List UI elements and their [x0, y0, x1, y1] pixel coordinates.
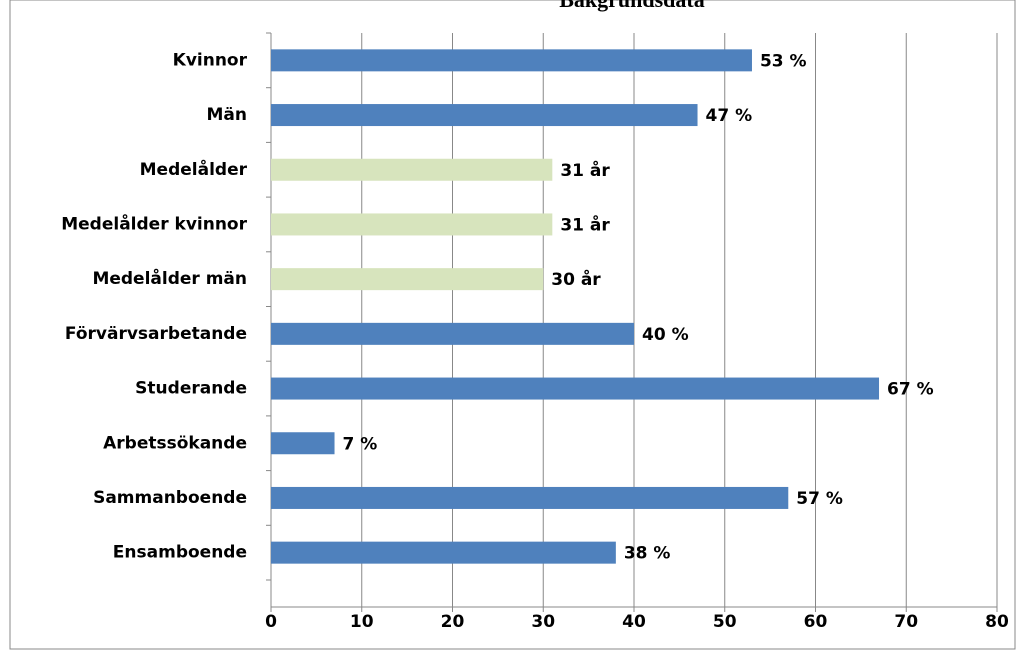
- y-tick-label: Sammanboende: [93, 488, 247, 508]
- data-label: 47 %: [706, 106, 753, 126]
- y-tick-label: Arbetssökande: [103, 433, 247, 453]
- y-tick-label: Kvinnor: [173, 50, 248, 70]
- x-tick-label: 60: [804, 612, 828, 632]
- data-label: 57 %: [796, 489, 843, 509]
- x-tick-label: 40: [622, 612, 646, 632]
- bar: [271, 158, 553, 181]
- data-label: 40 %: [642, 325, 689, 345]
- bar: [271, 322, 634, 345]
- data-label: 67 %: [887, 380, 934, 400]
- bar: [271, 268, 544, 291]
- data-label: 31 år: [560, 213, 610, 235]
- y-tick-label: Män: [207, 105, 248, 125]
- bar: [271, 104, 698, 127]
- data-label: 38 %: [624, 544, 671, 564]
- bar: [271, 49, 752, 72]
- bar: [271, 541, 616, 564]
- y-tick-label: Medelålder män: [92, 267, 247, 289]
- x-tick-label: 10: [350, 612, 374, 632]
- data-label: 53 %: [760, 51, 807, 71]
- x-tick-label: 0: [265, 612, 277, 632]
- data-label: 31 år: [560, 159, 610, 181]
- bar: [271, 486, 789, 509]
- y-tick-label: Förvärvsarbetande: [65, 324, 247, 344]
- bar: [271, 432, 335, 455]
- bar: [271, 213, 553, 236]
- y-tick-label: Ensamboende: [113, 543, 247, 563]
- x-tick-label: 30: [531, 612, 555, 632]
- y-tick-label: Studerande: [135, 379, 247, 399]
- x-tick-label: 80: [985, 612, 1009, 632]
- data-label: 30 år: [551, 268, 601, 290]
- bar: [271, 377, 880, 400]
- y-tick-label: Medelålder: [140, 158, 248, 180]
- x-tick-label: 70: [894, 612, 918, 632]
- data-label: 7 %: [343, 434, 378, 454]
- x-tick-label: 20: [441, 612, 465, 632]
- y-tick-label: Medelålder kvinnor: [61, 212, 247, 234]
- x-tick-label: 50: [713, 612, 737, 632]
- chart-title: Bakgrundsdata: [559, 0, 705, 12]
